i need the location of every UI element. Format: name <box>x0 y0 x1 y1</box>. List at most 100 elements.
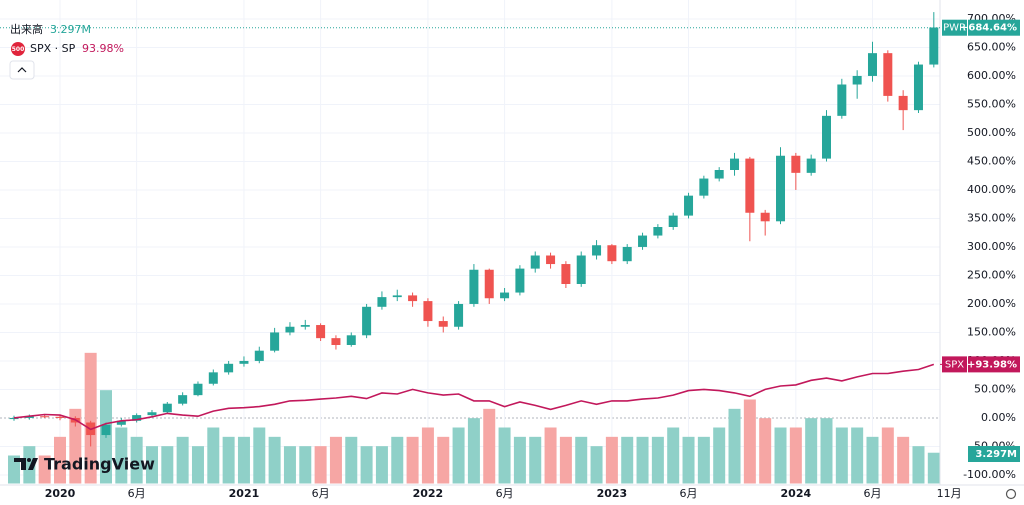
volume-bar <box>651 436 664 484</box>
candle-body <box>254 350 264 361</box>
candle-body <box>377 297 387 307</box>
candle-body <box>224 363 234 373</box>
volume-bar <box>544 427 557 484</box>
volume-bar <box>851 427 864 484</box>
candle-body <box>714 170 724 179</box>
volume-bar <box>391 436 404 484</box>
volume-bar <box>69 408 82 484</box>
logo-text: TradingView <box>44 455 155 474</box>
candle-body <box>423 301 433 322</box>
y-tick-label: 600.00% <box>967 69 1016 82</box>
x-tick-label: 6月 <box>128 487 146 500</box>
candle-body <box>331 338 341 345</box>
volume-bar <box>283 446 296 484</box>
chevron-icon <box>17 67 27 73</box>
candle-body <box>178 395 188 404</box>
candle-body <box>316 325 326 339</box>
candle-body <box>454 303 464 327</box>
candle-body <box>346 335 356 345</box>
volume-bar <box>253 427 266 484</box>
candle-body <box>576 255 586 284</box>
spx-legend-value: 93.98% <box>82 42 124 55</box>
candle-body <box>362 306 372 336</box>
volume-bar <box>237 436 250 484</box>
volume-bar <box>820 418 833 484</box>
candle-body <box>40 416 50 418</box>
volume-legend: 出来高 <box>10 22 43 36</box>
spx-icon <box>11 42 25 56</box>
y-tick-label: 50.00% <box>974 382 1016 395</box>
candle-body <box>515 268 525 293</box>
y-tick-label: 200.00% <box>967 297 1016 310</box>
candle-body <box>699 178 709 196</box>
spx-icon-text: 500 <box>12 46 25 53</box>
candle-body <box>822 115 831 159</box>
candle-body <box>9 417 19 420</box>
volume-bar <box>452 427 465 484</box>
volume-bar <box>483 408 496 484</box>
volume-bar <box>529 436 542 484</box>
volume-bar <box>207 427 220 484</box>
candle-body <box>392 295 402 298</box>
volume-bar <box>682 436 695 484</box>
candle-body <box>147 412 157 416</box>
spx-legend: SPX · SP <box>30 42 76 55</box>
volume-bar <box>743 399 756 484</box>
candle-body <box>530 255 540 269</box>
volume-bar <box>437 436 450 484</box>
y-tick-label: 150.00% <box>967 325 1016 338</box>
candle-body <box>270 332 280 351</box>
volume-bar <box>605 436 618 484</box>
volume-bar <box>513 436 526 484</box>
volume-bar <box>621 436 634 484</box>
series-badge <box>942 19 967 36</box>
volume-bar <box>299 446 312 484</box>
candle-body <box>101 424 111 436</box>
candle-body <box>208 372 218 384</box>
value-badge <box>968 19 1020 36</box>
candle-body <box>867 53 877 76</box>
candle-body <box>684 195 694 216</box>
volume-bar <box>222 436 235 484</box>
volume-bar <box>8 455 21 484</box>
settings-icon[interactable] <box>1005 488 1017 500</box>
series-badge-name: SPX <box>945 359 964 370</box>
volume-bar <box>759 418 772 484</box>
volume-bar <box>314 446 327 484</box>
legend: 出来高 3.297M 500 SPX · SP 93.98% <box>9 22 124 80</box>
candle-body <box>500 292 510 299</box>
volume-bar <box>897 436 910 484</box>
logo-dot <box>27 458 31 462</box>
volume-bar <box>360 446 373 484</box>
candle-body <box>791 155 801 173</box>
y-tick-label: 650.00% <box>967 40 1016 53</box>
volume-bar <box>115 427 128 484</box>
x-tick-label: 2023 <box>597 487 628 500</box>
candle-body <box>408 295 418 302</box>
x-tick-label: 6月 <box>496 487 514 500</box>
volume-bar <box>23 446 36 484</box>
x-tick-label: 6月 <box>680 487 698 500</box>
volume-bar <box>866 436 879 484</box>
candle-body <box>837 84 847 116</box>
value-badge <box>968 446 1020 462</box>
candle-body <box>622 246 632 262</box>
candle-body <box>668 215 678 227</box>
volume-bar <box>789 427 802 484</box>
volume-bar <box>54 436 66 484</box>
x-tick-label: 11月 <box>937 487 962 500</box>
volume-legend-value: 3.297M <box>50 23 91 36</box>
y-tick-label: 450.00% <box>967 154 1016 167</box>
spx-line <box>13 363 935 431</box>
candle-body <box>776 155 786 222</box>
volume-bar <box>84 352 97 484</box>
candle-body <box>592 245 602 256</box>
y-tick-label: 300.00% <box>967 240 1016 253</box>
candle-body <box>883 53 893 96</box>
volume-bar <box>329 436 342 484</box>
volume-bar <box>498 427 511 484</box>
value-badge <box>968 356 1020 373</box>
volume-bar <box>161 446 174 484</box>
collapse-button[interactable] <box>9 60 35 80</box>
candle-body <box>239 360 249 364</box>
